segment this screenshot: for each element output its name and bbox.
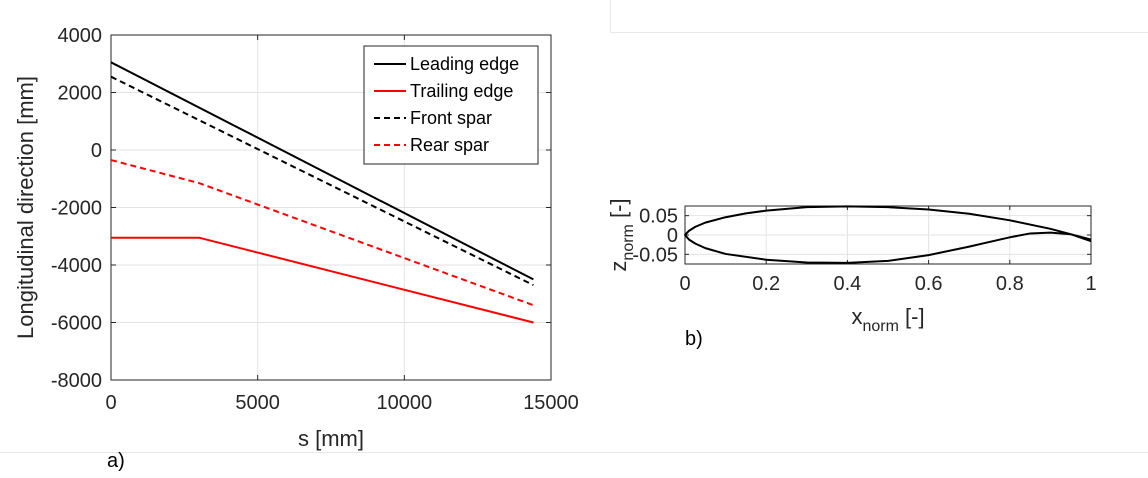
y-tick-label: -2000	[51, 198, 102, 220]
panel-label-b: b)	[685, 328, 703, 350]
x-tick-label: 0.4	[833, 273, 861, 295]
y-axis-label: znorm [-]	[606, 198, 637, 271]
airfoil-contour-line	[684, 205, 1092, 264]
bottom-divider	[0, 452, 1148, 453]
x-axis-label-sub: norm	[862, 318, 898, 335]
series-line-leading-edge	[110, 61, 534, 281]
y-tick-label: 0.05	[639, 206, 678, 228]
x-tick-label: 0.6	[915, 273, 943, 295]
y-tick-label: 4000	[58, 25, 103, 47]
legend-box	[363, 45, 539, 165]
x-axis-label: s [mm]	[298, 426, 364, 451]
x-tick-label: 15000	[523, 392, 579, 414]
top-right-vertical-divider	[610, 0, 611, 33]
x-tick-label: 0	[679, 273, 690, 295]
x-tick-label: 0.2	[752, 273, 780, 295]
y-tick-label: -8000	[51, 370, 102, 392]
x-tick-label: 0	[105, 392, 116, 414]
y-tick-label: -0.05	[632, 244, 678, 266]
x-axis-label: xnorm [-]	[851, 304, 924, 335]
series-line-trailing-edge	[111, 236, 534, 324]
y-tick-label: 0	[667, 225, 678, 247]
legend-label: Leading edge	[410, 54, 519, 74]
y-axis-label-unit: [-]	[606, 198, 631, 224]
y-axis-label: Longitudinal direction [mm]	[13, 76, 38, 339]
y-axis-label-sub: norm	[620, 224, 637, 260]
y-tick-label: 0	[91, 140, 102, 162]
series-line-front-spar	[110, 75, 534, 287]
x-tick-label: 10000	[377, 392, 433, 414]
y-axis-label-main: z	[606, 261, 631, 272]
legend-label: Trailing edge	[410, 81, 513, 101]
top-right-divider	[610, 32, 1148, 33]
x-tick-label: 0.8	[996, 273, 1024, 295]
legend-label: Front spar	[410, 108, 492, 128]
x-tick-label: 1	[1085, 273, 1096, 295]
y-tick-label: -4000	[51, 255, 102, 277]
legend-label: Rear spar	[410, 135, 489, 155]
x-axis-label-main: x	[851, 304, 862, 329]
x-axis-label-unit: [-]	[899, 304, 925, 329]
x-tick-label: 5000	[235, 392, 280, 414]
series-line-rear-spar	[110, 159, 534, 307]
panel-label-a: a)	[107, 450, 125, 472]
y-tick-label: -6000	[51, 313, 102, 335]
y-tick-label: 2000	[58, 83, 103, 105]
chart-a: 0 5000 10000 15000 4000 2000 0 -2000 -4000 -6000 -…	[13, 25, 579, 451]
